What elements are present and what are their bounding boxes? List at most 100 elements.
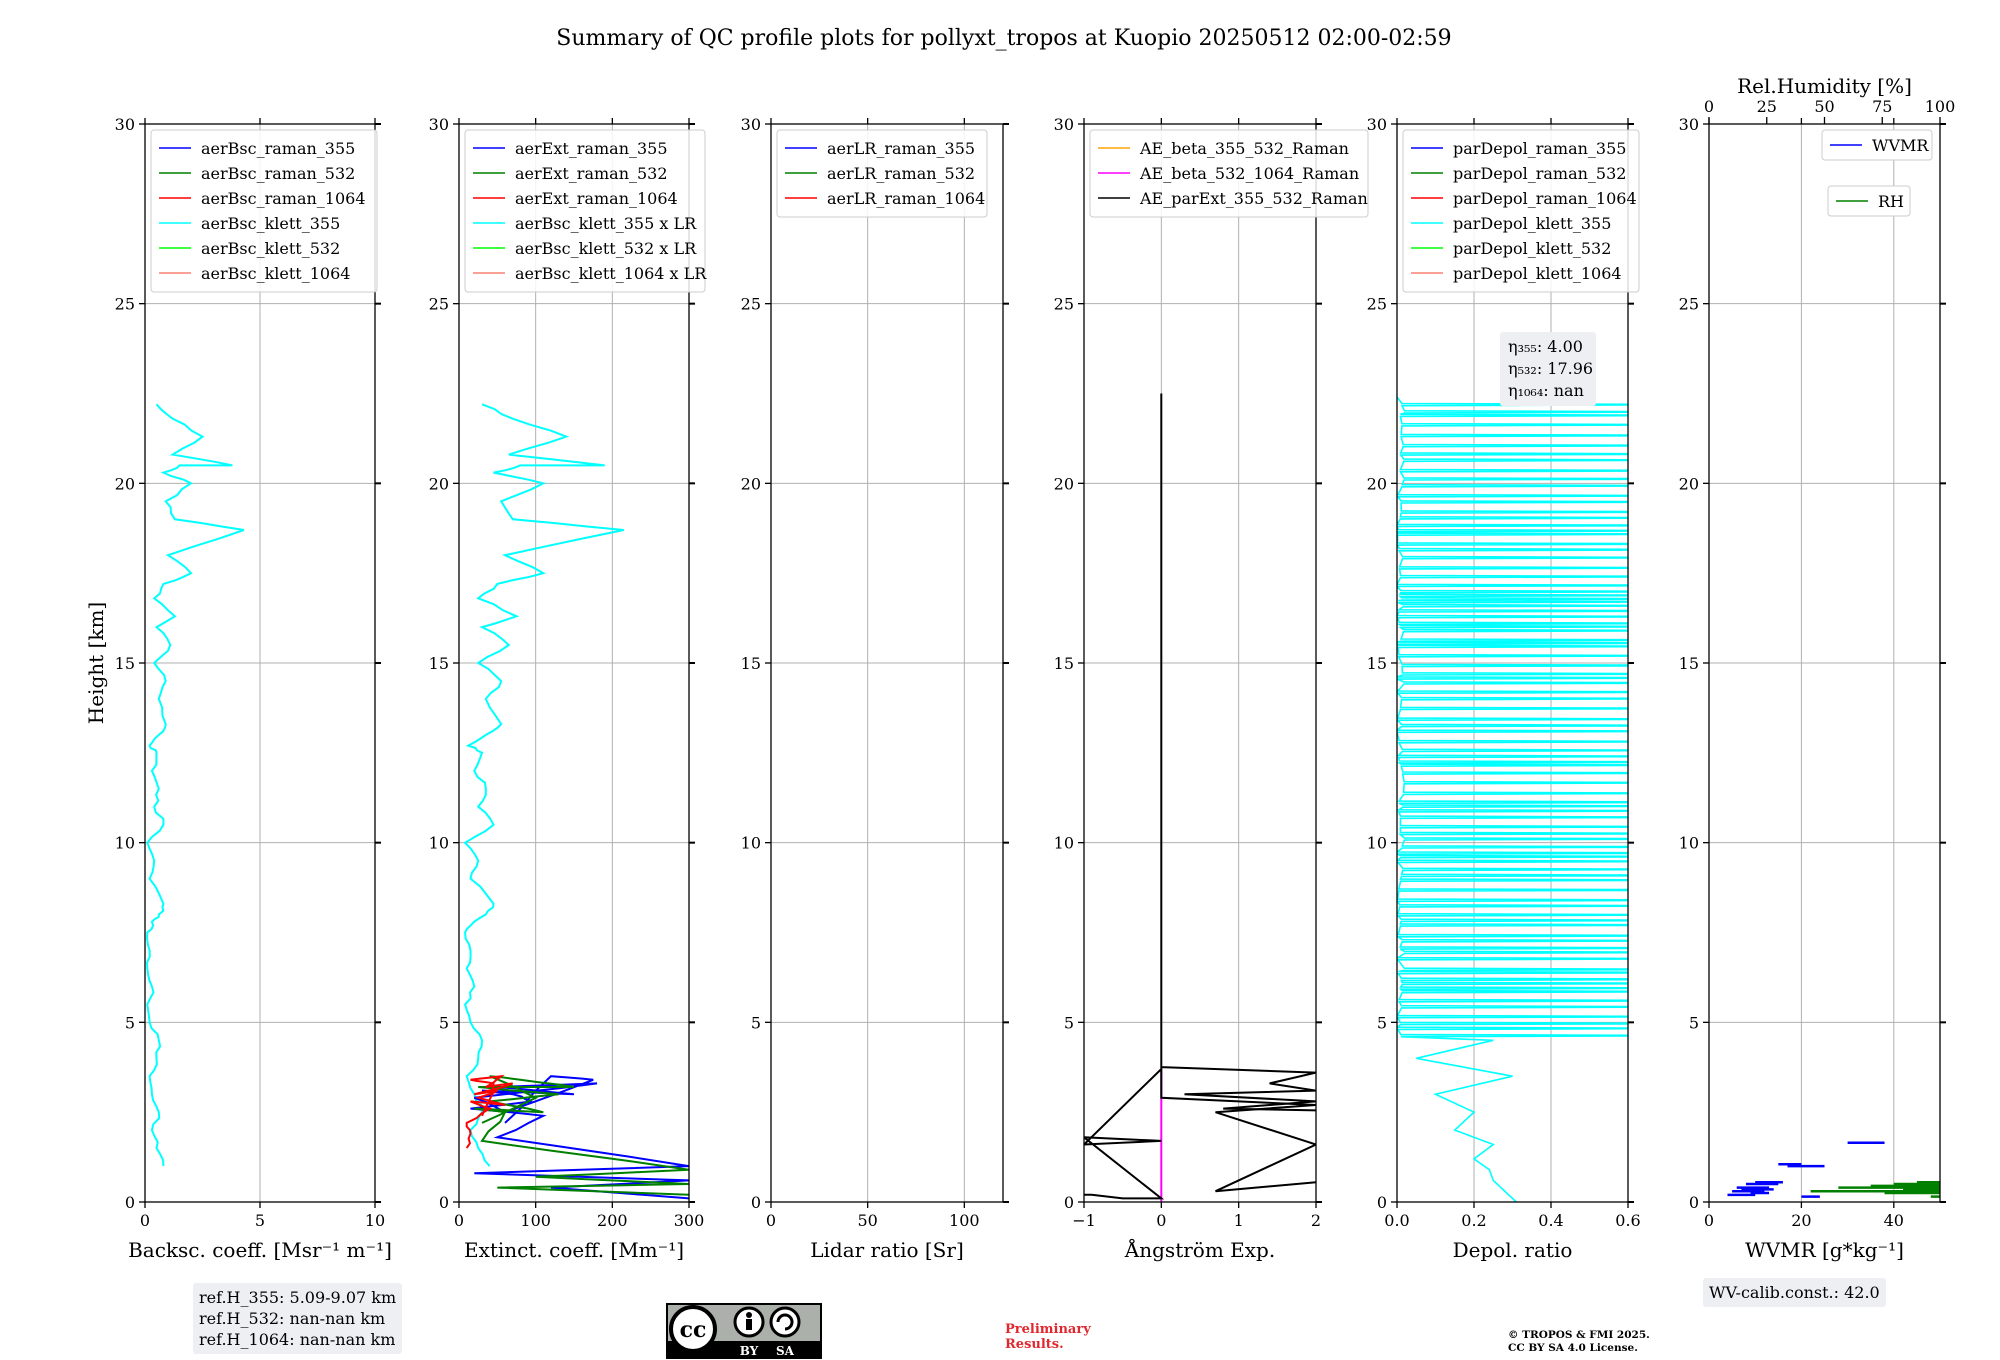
ytick-label: 10 <box>115 834 135 853</box>
wv-calibration-box: WV-calib.const.: 42.0 <box>1703 1278 1886 1307</box>
legend-label: aerBsc_raman_532 <box>201 164 355 183</box>
xtick-label: 100 <box>520 1211 551 1230</box>
ytick-label: 5 <box>1064 1013 1074 1032</box>
legend-label: AE_parExt_355_532_Raman <box>1139 189 1368 208</box>
legend-label: aerBsc_klett_355 <box>201 214 340 233</box>
ytick-label: 30 <box>1367 115 1387 134</box>
eta-box <box>1500 332 1596 406</box>
legend-box <box>1402 129 1640 293</box>
legend-label: parDepol_klett_1064 <box>1453 264 1622 283</box>
xtick-top-rh-label: 75 <box>1872 97 1892 116</box>
ytick-label: 5 <box>751 1013 761 1032</box>
x-axis-label: Lidar ratio [Sr] <box>810 1238 964 1262</box>
legend-label: aerBsc_klett_1064 x LR <box>515 264 707 283</box>
by-person-head <box>746 1312 752 1318</box>
xtick-label: 200 <box>597 1211 628 1230</box>
series-group-depol <box>1397 396 1628 1202</box>
series-pardepol-klett-355 <box>1397 396 1628 1202</box>
legend-label: AE_beta_532_1064_Raman <box>1139 164 1359 183</box>
legend-label: aerBsc_klett_355 x LR <box>515 214 697 233</box>
series-aerext-raman-355 <box>470 1075 689 1200</box>
series-group-ang <box>1084 393 1316 1202</box>
ytick-label: 0 <box>439 1193 449 1212</box>
series-aerext-raman-1064 <box>465 1074 514 1149</box>
reference-height-box: ref.H_355: 5.09-9.07 km ref.H_532: nan-n… <box>193 1283 403 1354</box>
legend-box <box>776 129 988 218</box>
series-ae-parext-355-532-raman-upper- <box>1160 393 1316 1112</box>
series-aerext-raman-532 <box>474 1075 689 1196</box>
xtick-label: 50 <box>857 1211 877 1230</box>
wv-calib-const: WV-calib.const.: 42.0 <box>1709 1283 1880 1302</box>
legend-label: aerExt_raman_1064 <box>515 189 678 208</box>
ytick-label: 20 <box>429 474 449 493</box>
ytick-label: 10 <box>1054 834 1074 853</box>
legend-label: aerBsc_klett_532 <box>201 239 340 258</box>
legend-box <box>1089 129 1369 218</box>
xtick-label: 0 <box>766 1211 776 1230</box>
ytick-label: 0 <box>1689 1193 1699 1212</box>
series-group-wv <box>1727 1141 1940 1198</box>
ytick-label: 25 <box>1367 295 1387 314</box>
ytick-label: 20 <box>1679 474 1699 493</box>
ytick-label: 25 <box>1679 295 1699 314</box>
legend-box <box>150 129 378 293</box>
x-axis-label: Ångström Exp. <box>1124 1237 1275 1262</box>
xtick-label: 300 <box>674 1211 705 1230</box>
ytick-label: 5 <box>1689 1013 1699 1032</box>
sa-share-arrow <box>776 1313 794 1331</box>
legend-label: aerBsc_raman_1064 <box>201 189 366 208</box>
legend-label: parDepol_raman_1064 <box>1453 189 1637 208</box>
eta-label: η₅₃₂: 17.96 <box>1508 359 1593 378</box>
cc-text: cc <box>680 1317 707 1343</box>
legend-label: aerBsc_klett_1064 <box>201 264 350 283</box>
by-label: BY <box>740 1344 759 1358</box>
ytick-label: 5 <box>439 1013 449 1032</box>
copyright-line-2: CC BY SA 4.0 License. <box>1508 1342 1638 1354</box>
ytick-label: 20 <box>1054 474 1074 493</box>
ytick-label: 0 <box>125 1193 135 1212</box>
xtick-label: −1 <box>1072 1211 1096 1230</box>
legend-label: aerBsc_klett_532 x LR <box>515 239 697 258</box>
ytick-label: 10 <box>1367 834 1387 853</box>
x-axis-top-label: Rel.Humidity [%] <box>1737 74 1912 98</box>
legend-label: aerExt_raman_532 <box>515 164 668 183</box>
ytick-label: 10 <box>741 834 761 853</box>
legend-box-rh <box>1827 185 1911 217</box>
ref-height-532: ref.H_532: nan-nan km <box>199 1309 386 1328</box>
ytick-label: 25 <box>115 295 135 314</box>
ytick-label: 30 <box>1054 115 1074 134</box>
xtick-label: 40 <box>1884 1211 1904 1230</box>
ytick-label: 30 <box>1679 115 1699 134</box>
sa-label: SA <box>776 1344 795 1358</box>
legend-label: parDepol_raman_355 <box>1453 139 1626 158</box>
subplot-wv: 0 5 10 15 20 25 30 0 20 40 WVMR [g*kg⁻¹] 0 25 50 75 100… <box>1679 74 1956 1262</box>
xtick-label: 0.2 <box>1461 1211 1486 1230</box>
ytick-label: 20 <box>741 474 761 493</box>
legend-label: aerExt_raman_355 <box>515 139 668 158</box>
xtick-label: 0.6 <box>1615 1211 1640 1230</box>
ytick-label: 0 <box>751 1193 761 1212</box>
legend-label: AE_beta_355_532_Raman <box>1139 139 1349 158</box>
xtick-label: 100 <box>949 1211 980 1230</box>
xtick-label: 5 <box>255 1211 265 1230</box>
xtick-label: 0 <box>1704 1211 1714 1230</box>
ref-height-355: ref.H_355: 5.09-9.07 km <box>199 1288 397 1307</box>
copyright-line-1: © TROPOS & FMI 2025. <box>1508 1329 1650 1341</box>
ytick-label: 5 <box>125 1013 135 1032</box>
xtick-label: 10 <box>365 1211 385 1230</box>
legend-label: aerBsc_raman_355 <box>201 139 355 158</box>
legend-label: parDepol_klett_355 <box>1453 214 1611 233</box>
legend-label: parDepol_raman_532 <box>1453 164 1626 183</box>
ytick-label: 25 <box>741 295 761 314</box>
xtick-label: 2 <box>1311 1211 1321 1230</box>
x-axis-label: Backsc. coeff. [Msr⁻¹ m⁻¹] <box>128 1238 392 1262</box>
ytick-label: 30 <box>115 115 135 134</box>
series-aerbsc-klett-355 <box>146 403 245 1167</box>
by-person-body <box>746 1319 752 1330</box>
ytick-label: 20 <box>1367 474 1387 493</box>
xtick-top-rh-label: 0 <box>1704 97 1714 116</box>
ytick-label: 10 <box>1679 834 1699 853</box>
ytick-label: 15 <box>741 654 761 673</box>
